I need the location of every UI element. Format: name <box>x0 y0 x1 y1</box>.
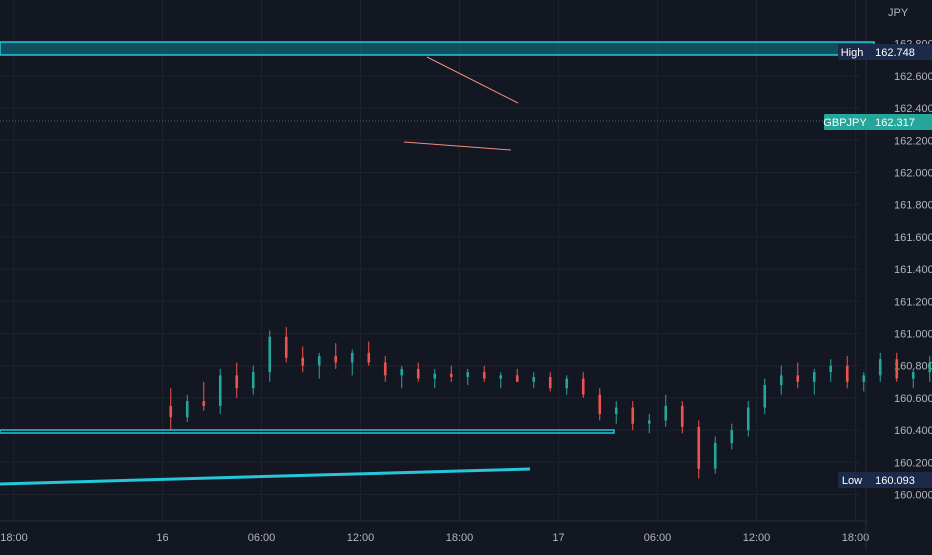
current-price-badge-value: 162.317 <box>875 117 915 129</box>
candle-body[interactable] <box>911 372 915 379</box>
low-badge-label: Low <box>842 475 862 487</box>
candle-body[interactable] <box>631 407 635 424</box>
candle-body[interactable] <box>169 405 173 418</box>
current-price-badge-label: GBPJPY <box>823 117 867 129</box>
resistance-zone-band[interactable] <box>0 41 875 56</box>
currency-label: JPY <box>888 7 909 19</box>
candle-body[interactable] <box>928 362 932 373</box>
candle-body[interactable] <box>829 365 833 373</box>
high-badge: High 162.748 <box>838 44 932 60</box>
y-tick-label: 160.800 <box>894 361 932 373</box>
low-badge: Low 160.093 <box>838 472 932 488</box>
y-tick-label: 162.400 <box>894 103 932 115</box>
candle-body[interactable] <box>334 356 338 363</box>
candle-body[interactable] <box>895 359 899 379</box>
x-tick-label: 12:00 <box>347 532 375 544</box>
candle-body[interactable] <box>350 352 354 363</box>
current-price-badge-label-bg <box>824 114 866 130</box>
candle-body[interactable] <box>251 372 255 389</box>
candle-body[interactable] <box>713 442 717 469</box>
candle-body[interactable] <box>779 375 783 386</box>
y-tick-label: 162.000 <box>894 168 932 180</box>
y-tick-label: 160.000 <box>894 490 932 502</box>
candle-body[interactable] <box>499 375 503 379</box>
high-badge-value: 162.748 <box>875 47 915 59</box>
x-tick-label: 06:00 <box>248 532 276 544</box>
y-tick-label: 160.200 <box>894 457 932 469</box>
y-tick-label: 161.800 <box>894 200 932 212</box>
candle-body[interactable] <box>383 362 387 376</box>
candle-body[interactable] <box>482 372 486 379</box>
candle-body[interactable] <box>433 373 437 379</box>
high-badge-label-bg <box>838 44 866 60</box>
candle-body[interactable] <box>416 368 420 379</box>
x-tick-label: 18:00 <box>0 532 28 544</box>
candle-body[interactable] <box>268 336 272 373</box>
candle-body[interactable] <box>878 359 882 376</box>
candle-body[interactable] <box>812 372 816 382</box>
candle-body[interactable] <box>614 407 618 414</box>
candle-body[interactable] <box>763 385 767 408</box>
candle-body[interactable] <box>284 336 288 358</box>
x-tick-label: 12:00 <box>743 532 771 544</box>
candle-body[interactable] <box>565 378 569 389</box>
y-tick-label: 161.600 <box>894 232 932 244</box>
y-tick-label: 161.400 <box>894 264 932 276</box>
candle-body[interactable] <box>680 405 684 427</box>
support-horizontal-line[interactable] <box>0 429 615 434</box>
candle-body[interactable] <box>515 375 519 382</box>
high-badge-value-bg <box>866 44 932 60</box>
candle-body[interactable] <box>598 394 602 414</box>
candle-body[interactable] <box>647 420 651 424</box>
y-tick-label: 161.000 <box>894 329 932 341</box>
y-tick-label: 162.200 <box>894 135 932 147</box>
current-price-badge: GBPJPY 162.317 <box>823 114 932 130</box>
x-tick-label: 06:00 <box>644 532 672 544</box>
candle-body[interactable] <box>796 375 800 382</box>
low-badge-label-bg <box>838 472 866 488</box>
y-tick-label: 160.600 <box>894 393 932 405</box>
candle-body[interactable] <box>400 368 404 376</box>
rising-trendline[interactable] <box>0 467 531 486</box>
candle-body[interactable] <box>185 401 189 418</box>
candle-body[interactable] <box>367 352 371 363</box>
candle-body[interactable] <box>746 407 750 431</box>
candle-body[interactable] <box>548 376 552 389</box>
low-badge-value-bg <box>866 472 932 488</box>
candle-body[interactable] <box>845 365 849 382</box>
pattern-lower-line[interactable] <box>403 141 512 151</box>
candle-body[interactable] <box>466 372 470 377</box>
y-tick-label: 160.400 <box>894 425 932 437</box>
candle-body[interactable] <box>235 375 239 389</box>
high-badge-label: High <box>841 47 864 59</box>
candle-body[interactable] <box>202 401 206 406</box>
current-price-badge-value-bg <box>866 114 932 130</box>
pattern-upper-line[interactable] <box>426 56 519 104</box>
candle-body[interactable] <box>664 405 668 421</box>
x-tick-label: 16 <box>156 532 168 544</box>
candle-body[interactable] <box>532 376 536 382</box>
candle-body[interactable] <box>218 375 222 406</box>
candle-body[interactable] <box>317 356 321 366</box>
y-tick-label: 161.200 <box>894 296 932 308</box>
candle-body[interactable] <box>730 430 734 443</box>
x-tick-label: 18:00 <box>842 532 870 544</box>
candle-body[interactable] <box>449 373 453 377</box>
candle-body[interactable] <box>581 378 585 395</box>
candle-body[interactable] <box>697 426 701 469</box>
candle-body[interactable] <box>862 375 866 382</box>
x-tick-label: 17 <box>552 532 564 544</box>
candle-body[interactable] <box>301 357 305 366</box>
y-tick-label: 162.600 <box>894 71 932 83</box>
low-badge-value: 160.093 <box>875 475 915 487</box>
x-tick-label: 18:00 <box>446 532 474 544</box>
